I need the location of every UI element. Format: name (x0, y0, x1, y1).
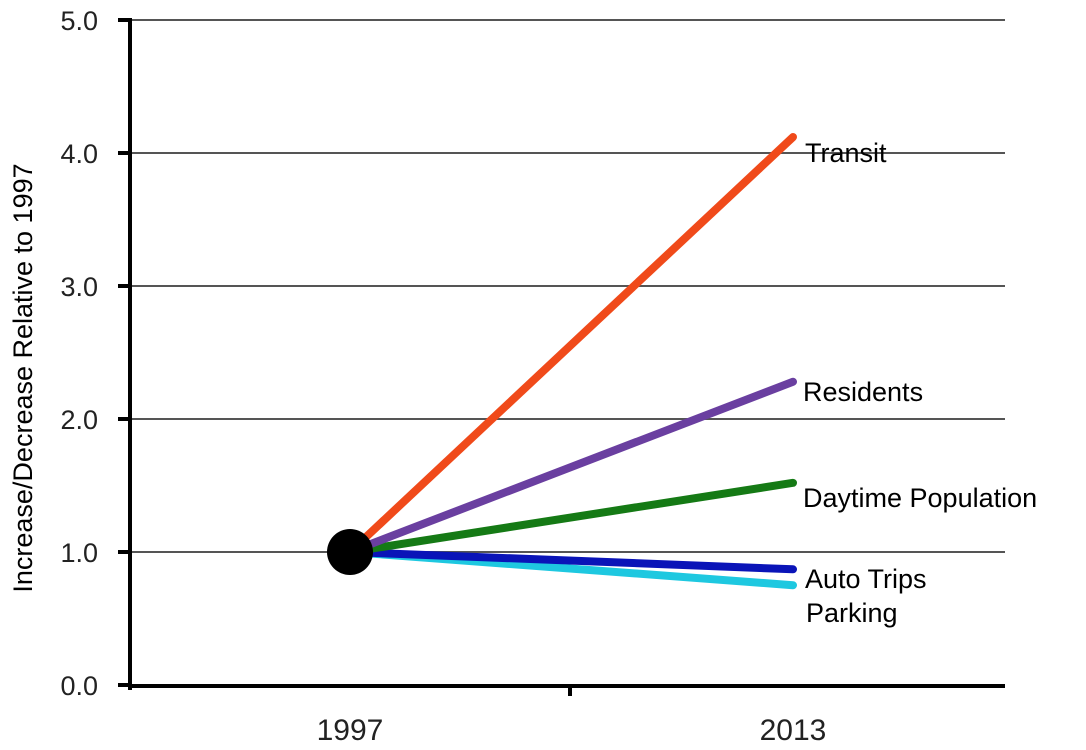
y-axis-title: Increase/Decrease Relative to 1997 (8, 163, 38, 592)
y-tick-labels: 0.0 1.0 2.0 3.0 4.0 5.0 (60, 6, 98, 701)
y-tick-label: 3.0 (60, 272, 98, 302)
series-line (346, 133, 797, 556)
gridlines (118, 18, 1005, 687)
series-label: Auto Trips (805, 564, 927, 594)
x-tick-label: 2013 (760, 714, 827, 747)
series-label: Transit (805, 138, 887, 168)
series-line (346, 548, 797, 574)
series-lines (346, 133, 797, 590)
series-label: Parking (806, 598, 898, 628)
series-line (346, 377, 797, 556)
x-tick-label: 1997 (317, 714, 384, 747)
x-tick-labels: 1997 2013 (317, 714, 827, 747)
series-labels: Transit Residents Daytime Population Auto T… (803, 138, 1037, 628)
series-line (346, 478, 797, 556)
y-tick-label: 0.0 (60, 671, 98, 701)
y-tick-label: 2.0 (60, 405, 98, 435)
origin-marker-layer (327, 529, 373, 575)
axes (128, 18, 1005, 696)
series-label: Residents (803, 377, 923, 407)
series-label: Daytime Population (803, 483, 1037, 513)
y-tick-label: 4.0 (60, 139, 98, 169)
y-tick-label: 1.0 (60, 538, 98, 568)
y-tick-label: 5.0 (60, 6, 98, 36)
origin-marker (327, 529, 373, 575)
